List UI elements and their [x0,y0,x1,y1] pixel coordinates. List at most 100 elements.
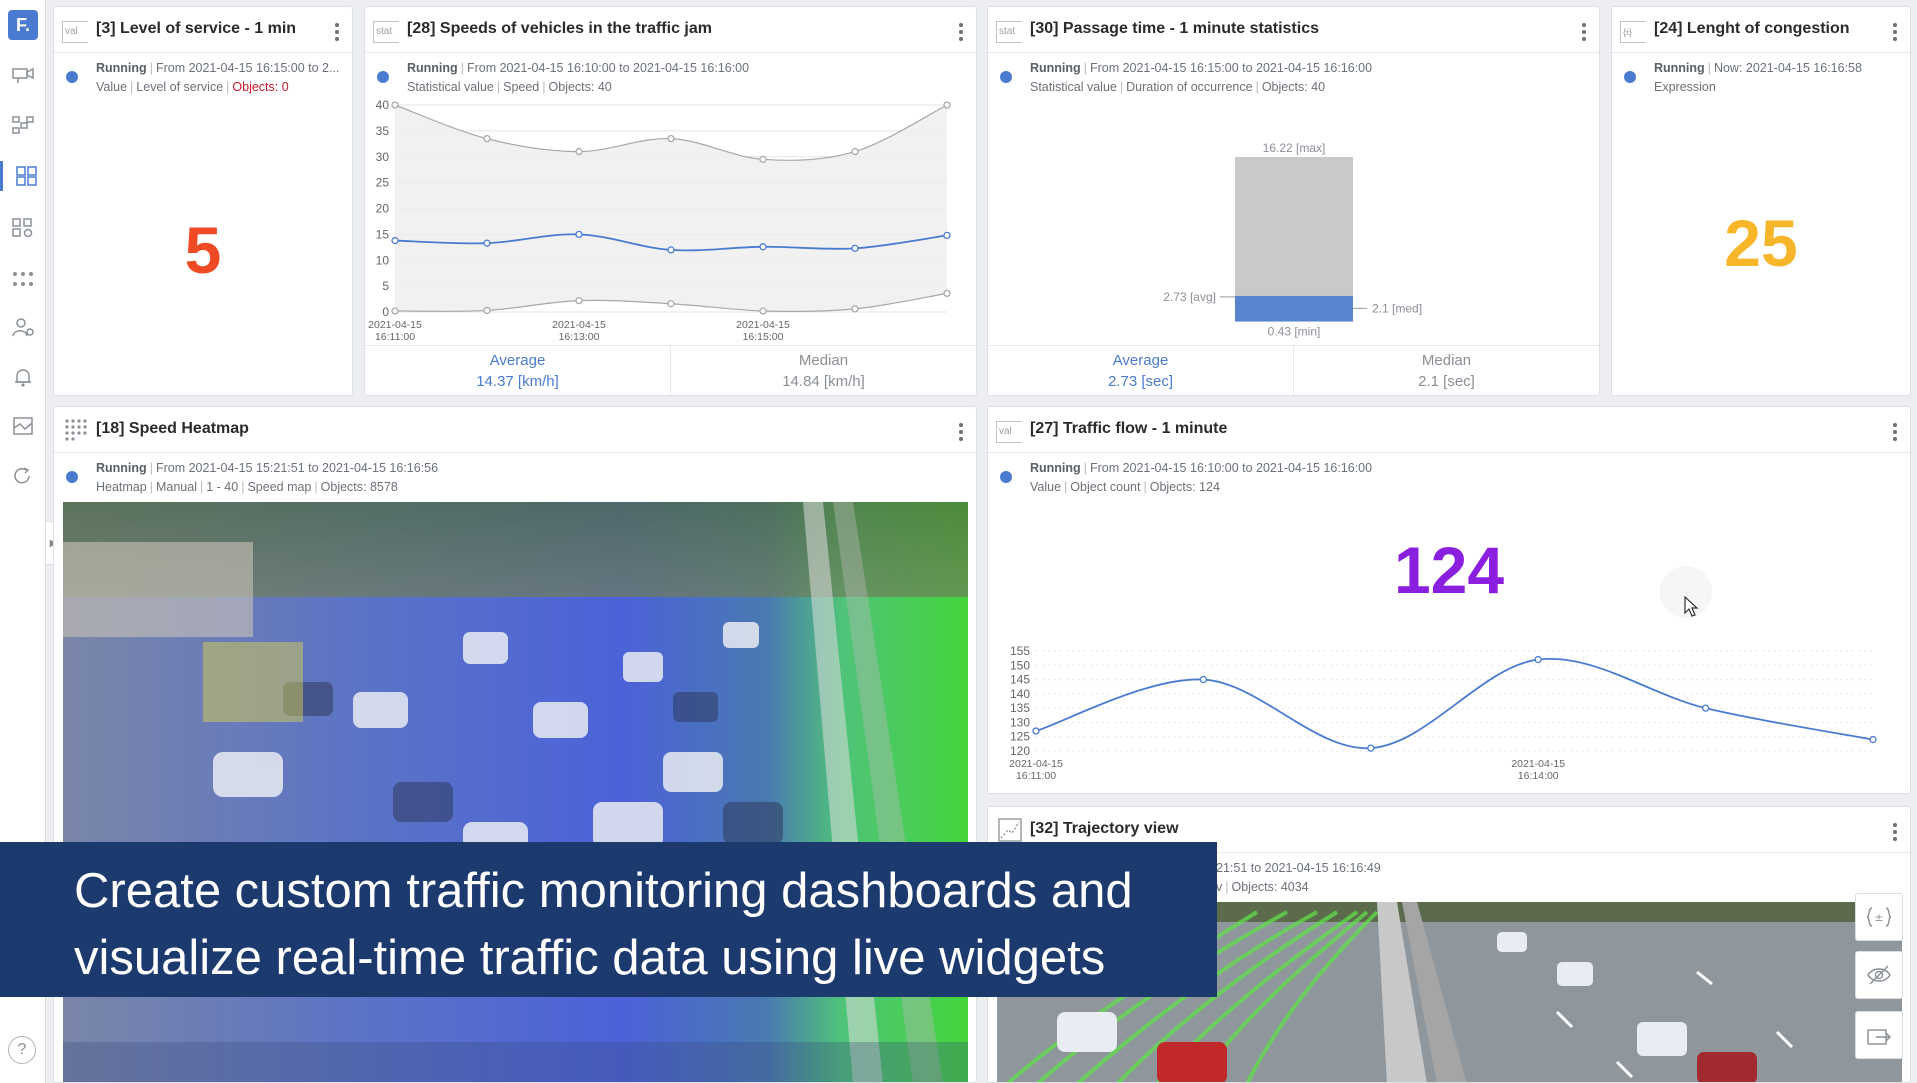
x-tick-label: 16:11:00 [1016,770,1056,782]
widget-type-tag: stat [996,21,1022,43]
box-avg-bar [1235,295,1353,322]
data-point [759,243,767,251]
camera-icon[interactable] [8,60,38,90]
widget-traffic-flow: val [27] Traffic flow - 1 minute Running… [987,406,1911,794]
widget-speeds-in-jam: stat [28] Speeds of vehicles in the traf… [364,6,977,396]
status-text: Running [1030,461,1081,475]
data-point [483,134,491,143]
y-tick-label: 130 [1010,715,1030,729]
meta-type: Statistical value [407,80,494,94]
meta-mode: Manual [155,480,197,494]
x-tick-label: 2021-04-15 [552,319,606,331]
y-tick-label: 30 [376,150,390,164]
data-point [851,244,859,252]
meta-source: Value [96,80,128,94]
widget-title: [27] Traffic flow - 1 minute [1030,420,1228,437]
data-point [1032,727,1040,735]
user-settings-icon[interactable] [8,312,38,342]
time-range: From 2021-04-15 16:10:00 to 2021-04-15 1… [1089,461,1373,475]
expression-icon[interactable]: ± [1855,893,1903,941]
time-range: 21:51 to 2021-04-15 16:16:49 [1216,861,1381,875]
widget-title: [24] Lenght of congestion [1654,20,1850,37]
data-point [943,231,951,240]
y-tick-label: 125 [1010,730,1030,744]
data-point [391,236,399,245]
meta-kind: Speed [503,80,540,94]
data-point [667,246,675,254]
widget-title: [30] Passage time - 1 minute statistics [1030,20,1319,37]
box-range-bar [1235,157,1353,296]
widget-menu-icon[interactable] [1890,21,1900,43]
mouse-cursor-icon [1684,596,1699,617]
widget-menu-icon[interactable] [1579,21,1589,43]
time-range: From 2021-04-15 16:10:00 to 2021-04-15 1… [466,61,750,75]
app-logo[interactable]: F. [8,10,38,40]
meta-kind: Duration of occurrence [1126,80,1253,94]
meta-kind: Object count [1070,480,1141,494]
widget-menu-icon[interactable] [956,21,966,43]
meta-kind: Speed map [247,480,312,494]
meta-type: Heatmap [96,480,147,494]
heatmap-grid-icon[interactable] [8,265,38,295]
data-point [575,147,583,156]
y-tick-label: 5 [382,279,389,293]
caption-line-1: Create custom traffic monitoring dashboa… [74,864,1133,918]
median-label: Median [798,352,849,369]
data-point [943,101,951,109]
widget-menu-icon[interactable] [332,21,342,43]
data-point [483,239,491,247]
x-tick-label: 2021-04-15 [368,319,422,331]
median-label: 2.1 [med] [1372,301,1422,315]
objects-count: Objects: 40 [548,80,612,94]
widget-title: [3] Level of service - 1 min [96,20,297,37]
x-tick-label: 16:14:00 [1518,770,1559,782]
x-tick-label: 16:15:00 [743,331,784,343]
average-value: 14.37 [km/h] [476,373,559,390]
dashboard-icon[interactable] [0,161,46,191]
tree-icon[interactable] [8,110,38,140]
objects-count: Objects: 4034 [1231,880,1309,894]
status-dot [1624,71,1636,83]
hide-icon[interactable] [1855,951,1903,999]
median-label: Median [1421,352,1472,369]
objects-count: Objects: 40 [1261,80,1326,94]
y-tick-label: 145 [1010,673,1030,687]
help-icon[interactable]: ? [8,1036,36,1064]
traffic-flow-line-chart: 1201251301351401451501552021-04-1516:11:… [1009,644,1877,782]
widget-menu-icon[interactable] [1890,421,1900,443]
widget-passage-time: stat [30] Passage time - 1 minute statis… [987,6,1600,396]
y-tick-label: 150 [1010,658,1030,672]
y-tick-label: 35 [376,124,390,138]
y-tick-label: 0 [382,305,389,319]
y-tick-label: 20 [376,202,390,216]
export-icon[interactable] [1855,1011,1903,1059]
y-tick-label: 25 [376,176,390,190]
status-text: Running [1654,61,1705,75]
objects-count: Objects: 124 [1149,480,1220,494]
heatmap-grid-icon [64,418,88,447]
widget-settings-icon[interactable] [8,213,38,243]
status-dot [1000,71,1012,83]
trajectory-icon [998,818,1022,847]
bell-icon[interactable] [8,362,38,392]
data-point [943,289,951,298]
data-point [1869,735,1877,744]
series-line [1035,657,1874,750]
average-label: Average [1112,352,1169,369]
average-value: 2.73 [sec] [1107,373,1174,390]
refresh-icon[interactable] [8,461,38,491]
widget-menu-icon[interactable] [1890,821,1900,843]
max-label: 16.22 [max] [1263,141,1326,155]
data-point [759,155,767,163]
widget-menu-icon[interactable] [956,421,966,443]
caption-banner: Create custom traffic monitoring dashboa… [0,842,1217,997]
y-tick-label: 120 [1010,744,1030,758]
y-tick-label: 15 [376,227,390,241]
data-point [1199,675,1208,684]
map-icon[interactable] [8,411,38,441]
meta-type: Value [1030,480,1062,494]
data-point [851,305,859,313]
meta-range: 1 - 40 [206,480,239,494]
widget-type-tag: {±} [1620,21,1646,43]
range-band [395,105,947,312]
